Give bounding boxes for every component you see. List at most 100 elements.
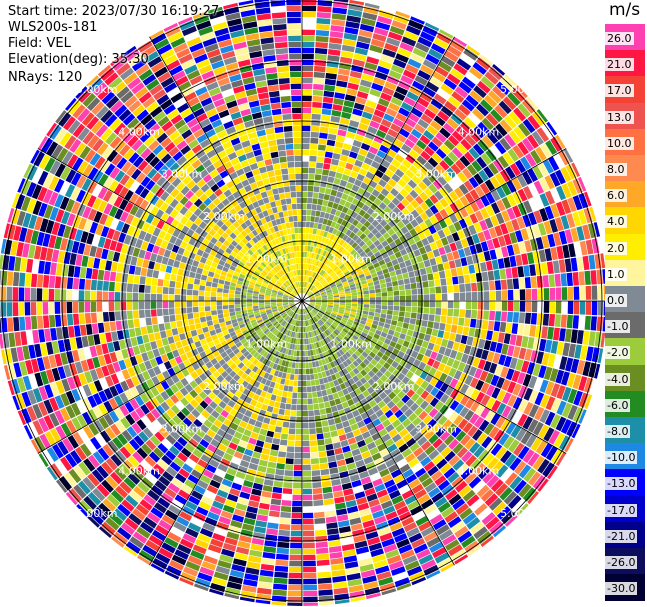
velocity-cell — [321, 236, 326, 243]
velocity-cell — [233, 41, 247, 50]
velocity-cell — [320, 181, 327, 188]
velocity-cell — [154, 332, 161, 341]
velocity-cell — [329, 326, 335, 332]
velocity-cell — [272, 114, 283, 122]
velocity-cell — [279, 439, 288, 446]
velocity-cell — [417, 436, 428, 447]
velocity-cell — [269, 341, 275, 348]
velocity-cell — [408, 457, 420, 468]
velocity-cell — [174, 426, 185, 436]
velocity-cell — [184, 393, 194, 403]
velocity-cell — [527, 491, 539, 505]
velocity-cell — [241, 237, 249, 245]
velocity-cell — [175, 341, 183, 349]
velocity-cell — [265, 309, 272, 313]
velocity-cell — [108, 291, 115, 301]
velocity-cell — [73, 484, 87, 499]
velocity-cell — [271, 294, 277, 297]
velocity-cell — [358, 29, 373, 38]
velocity-cell — [101, 479, 114, 493]
velocity-cell — [317, 571, 331, 578]
velocity-cell — [82, 384, 92, 397]
velocity-cell — [207, 211, 216, 220]
velocity-cell — [237, 209, 245, 217]
velocity-cell — [178, 53, 193, 64]
velocity-cell — [512, 346, 521, 358]
velocity-cell — [207, 444, 217, 453]
velocity-cell — [339, 323, 345, 328]
velocity-cell — [424, 482, 437, 493]
velocity-cell — [293, 307, 298, 312]
velocity-cell — [312, 324, 317, 330]
velocity-cell — [376, 65, 390, 75]
velocity-cell — [206, 320, 214, 327]
velocity-cell — [331, 436, 340, 444]
velocity-cell — [296, 314, 299, 320]
velocity-cell — [507, 495, 522, 509]
velocity-cell — [332, 152, 341, 160]
velocity-cell — [163, 54, 178, 66]
velocity-cell — [293, 258, 296, 264]
velocity-cell — [148, 451, 161, 463]
velocity-cell — [194, 254, 202, 262]
velocity-cell — [290, 318, 294, 325]
velocity-cell — [213, 419, 223, 428]
velocity-cell — [307, 191, 313, 198]
velocity-cell — [330, 189, 338, 197]
velocity-cell — [482, 471, 495, 484]
velocity-cell — [277, 345, 282, 352]
velocity-cell — [187, 154, 198, 165]
velocity-cell — [249, 256, 256, 262]
velocity-cell — [350, 311, 357, 316]
velocity-cell — [146, 101, 159, 113]
velocity-cell — [158, 230, 167, 240]
velocity-cell — [251, 229, 259, 237]
velocity-cell — [208, 113, 220, 123]
velocity-cell — [366, 441, 377, 450]
velocity-cell — [141, 45, 156, 58]
velocity-cell — [311, 310, 317, 315]
velocity-cell — [293, 137, 302, 144]
velocity-cell — [451, 549, 467, 562]
velocity-cell — [123, 477, 137, 490]
velocity-cell — [261, 422, 269, 430]
velocity-cell — [435, 308, 442, 315]
velocity-cell — [177, 102, 190, 114]
velocity-cell — [332, 235, 339, 242]
velocity-cell — [422, 313, 429, 321]
velocity-cell — [268, 315, 275, 320]
velocity-cell — [185, 374, 194, 383]
velocity-cell — [232, 275, 239, 280]
velocity-cell — [107, 342, 115, 353]
velocity-cell — [174, 294, 181, 301]
velocity-cell — [240, 159, 250, 168]
velocity-cell — [282, 391, 288, 398]
velocity-cell — [315, 260, 320, 267]
velocity-cell — [177, 247, 185, 256]
velocity-cell — [109, 271, 117, 282]
velocity-cell — [361, 431, 371, 440]
velocity-cell — [198, 202, 207, 212]
velocity-cell — [200, 474, 212, 484]
velocity-cell — [475, 391, 485, 403]
velocity-cell — [417, 301, 424, 307]
velocity-cell — [244, 27, 259, 35]
velocity-cell — [136, 109, 149, 122]
velocity-cell — [309, 440, 318, 447]
velocity-cell — [60, 302, 67, 314]
velocity-cell — [380, 383, 388, 391]
velocity-cell — [248, 239, 256, 246]
velocity-cell — [319, 249, 325, 256]
velocity-cell — [312, 391, 318, 398]
velocity-cell — [81, 192, 92, 205]
velocity-cell — [103, 400, 114, 413]
velocity-cell — [344, 380, 351, 388]
velocity-cell — [328, 226, 334, 234]
velocity-cell — [302, 23, 316, 30]
velocity-cell — [43, 399, 54, 414]
velocity-cell — [395, 112, 407, 123]
velocity-cell — [360, 182, 369, 190]
velocity-cell — [357, 326, 364, 332]
velocity-cell — [464, 540, 480, 554]
velocity-cell — [246, 295, 253, 299]
